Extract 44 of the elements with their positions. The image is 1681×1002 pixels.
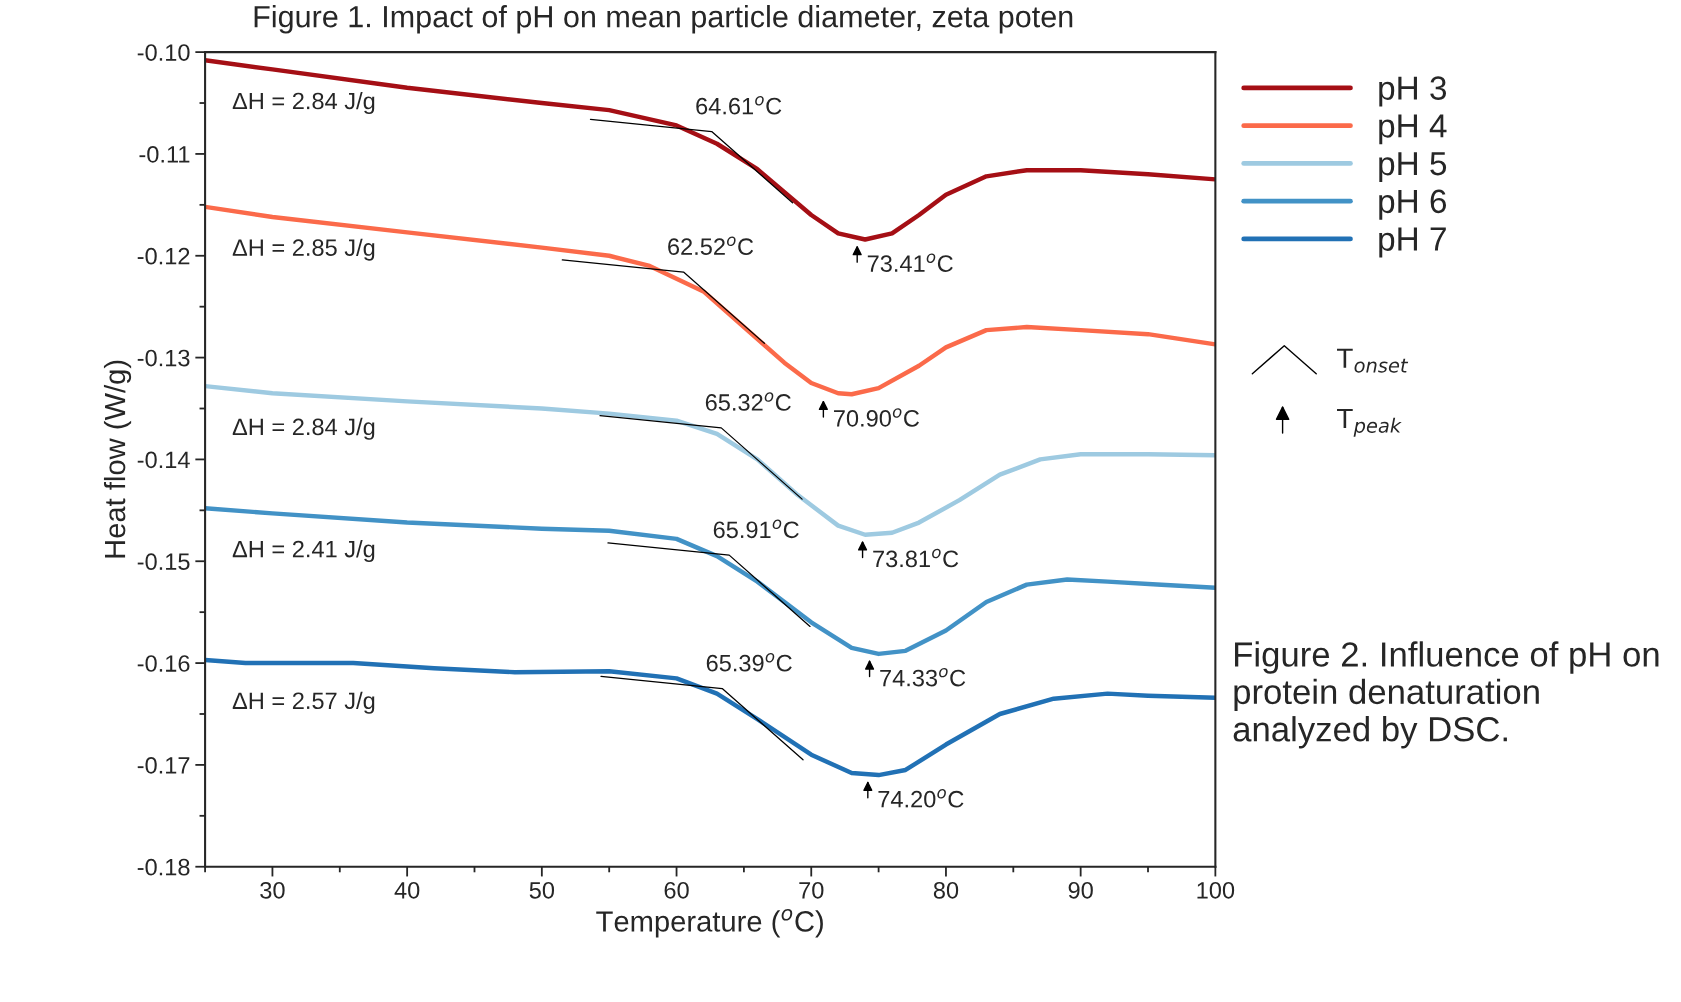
- y-tick-label: -0.14: [137, 451, 190, 469]
- annotation: 70.90$^{o}$C: [834, 408, 920, 427]
- y-tick-label: -0.10: [137, 44, 190, 61]
- legend-label: pH 4: [1379, 114, 1447, 145]
- text: T$_{onset}$: [1337, 348, 1409, 373]
- legend-label: pH 5: [1379, 152, 1447, 182]
- annotation: ΔH = 2.57 J/g: [232, 691, 375, 714]
- x-tick-label: 100: [1197, 881, 1235, 899]
- annotation: ΔH = 2.84 J/g: [232, 92, 375, 115]
- annotation: 64.61$^{o}$C: [696, 95, 782, 115]
- annotation: 62.52$^{o}$C: [668, 236, 754, 256]
- legend-label: pH 3: [1379, 76, 1447, 107]
- annotation: 65.39$^{o}$C: [706, 653, 792, 672]
- annotation: 65.32$^{o}$C: [705, 392, 791, 411]
- line-series: [205, 383, 1216, 537]
- y-tick-label: -0.13: [137, 349, 190, 367]
- y-tick-label: -0.11: [139, 146, 190, 163]
- y-axis-title: Heat flow (W/g): [103, 360, 132, 558]
- x-tick-label: 80: [933, 881, 959, 899]
- annotation: 73.81$^{o}$C: [873, 548, 959, 568]
- x-axis-title: Temperature ($^{o}$C): [596, 908, 823, 938]
- annotation: 73.41$^{o}$C: [867, 253, 953, 272]
- caption: Figure 1. Impact of pH on mean particle diameter, zeta poten: [254, 5, 1073, 34]
- x-tick-label: 40: [394, 881, 420, 899]
- y-tick-label: -0.18: [137, 858, 190, 876]
- annotation: ΔH = 2.85 J/g: [232, 238, 375, 261]
- annotation: 65.91$^{o}$C: [713, 519, 799, 539]
- annotation: 74.20$^{o}$C: [878, 789, 964, 808]
- y-tick-label: -0.16: [137, 655, 190, 672]
- legend-label: pH 6: [1379, 189, 1447, 220]
- text: T$_{peak}$: [1337, 408, 1402, 437]
- x-tick-label: 30: [260, 881, 285, 899]
- annotation: ΔH = 2.41 J/g: [232, 540, 375, 563]
- y-tick-label: -0.15: [137, 553, 190, 571]
- annotation: 74.33$^{o}$C: [880, 667, 966, 687]
- x-tick-label: 90: [1068, 881, 1093, 899]
- caption: Figure 2. Influence of pH on protein denaturation analyzed by DSC.: [1233, 641, 1659, 749]
- x-tick-label: 60: [664, 881, 689, 899]
- x-tick-label: 50: [529, 881, 555, 899]
- annotation: ΔH = 2.84 J/g: [232, 417, 375, 440]
- y-tick-label: -0.17: [137, 756, 190, 774]
- y-tick-label: -0.12: [137, 247, 190, 265]
- legend-label: pH 7: [1379, 227, 1446, 258]
- x-tick-label: 70: [799, 881, 824, 899]
